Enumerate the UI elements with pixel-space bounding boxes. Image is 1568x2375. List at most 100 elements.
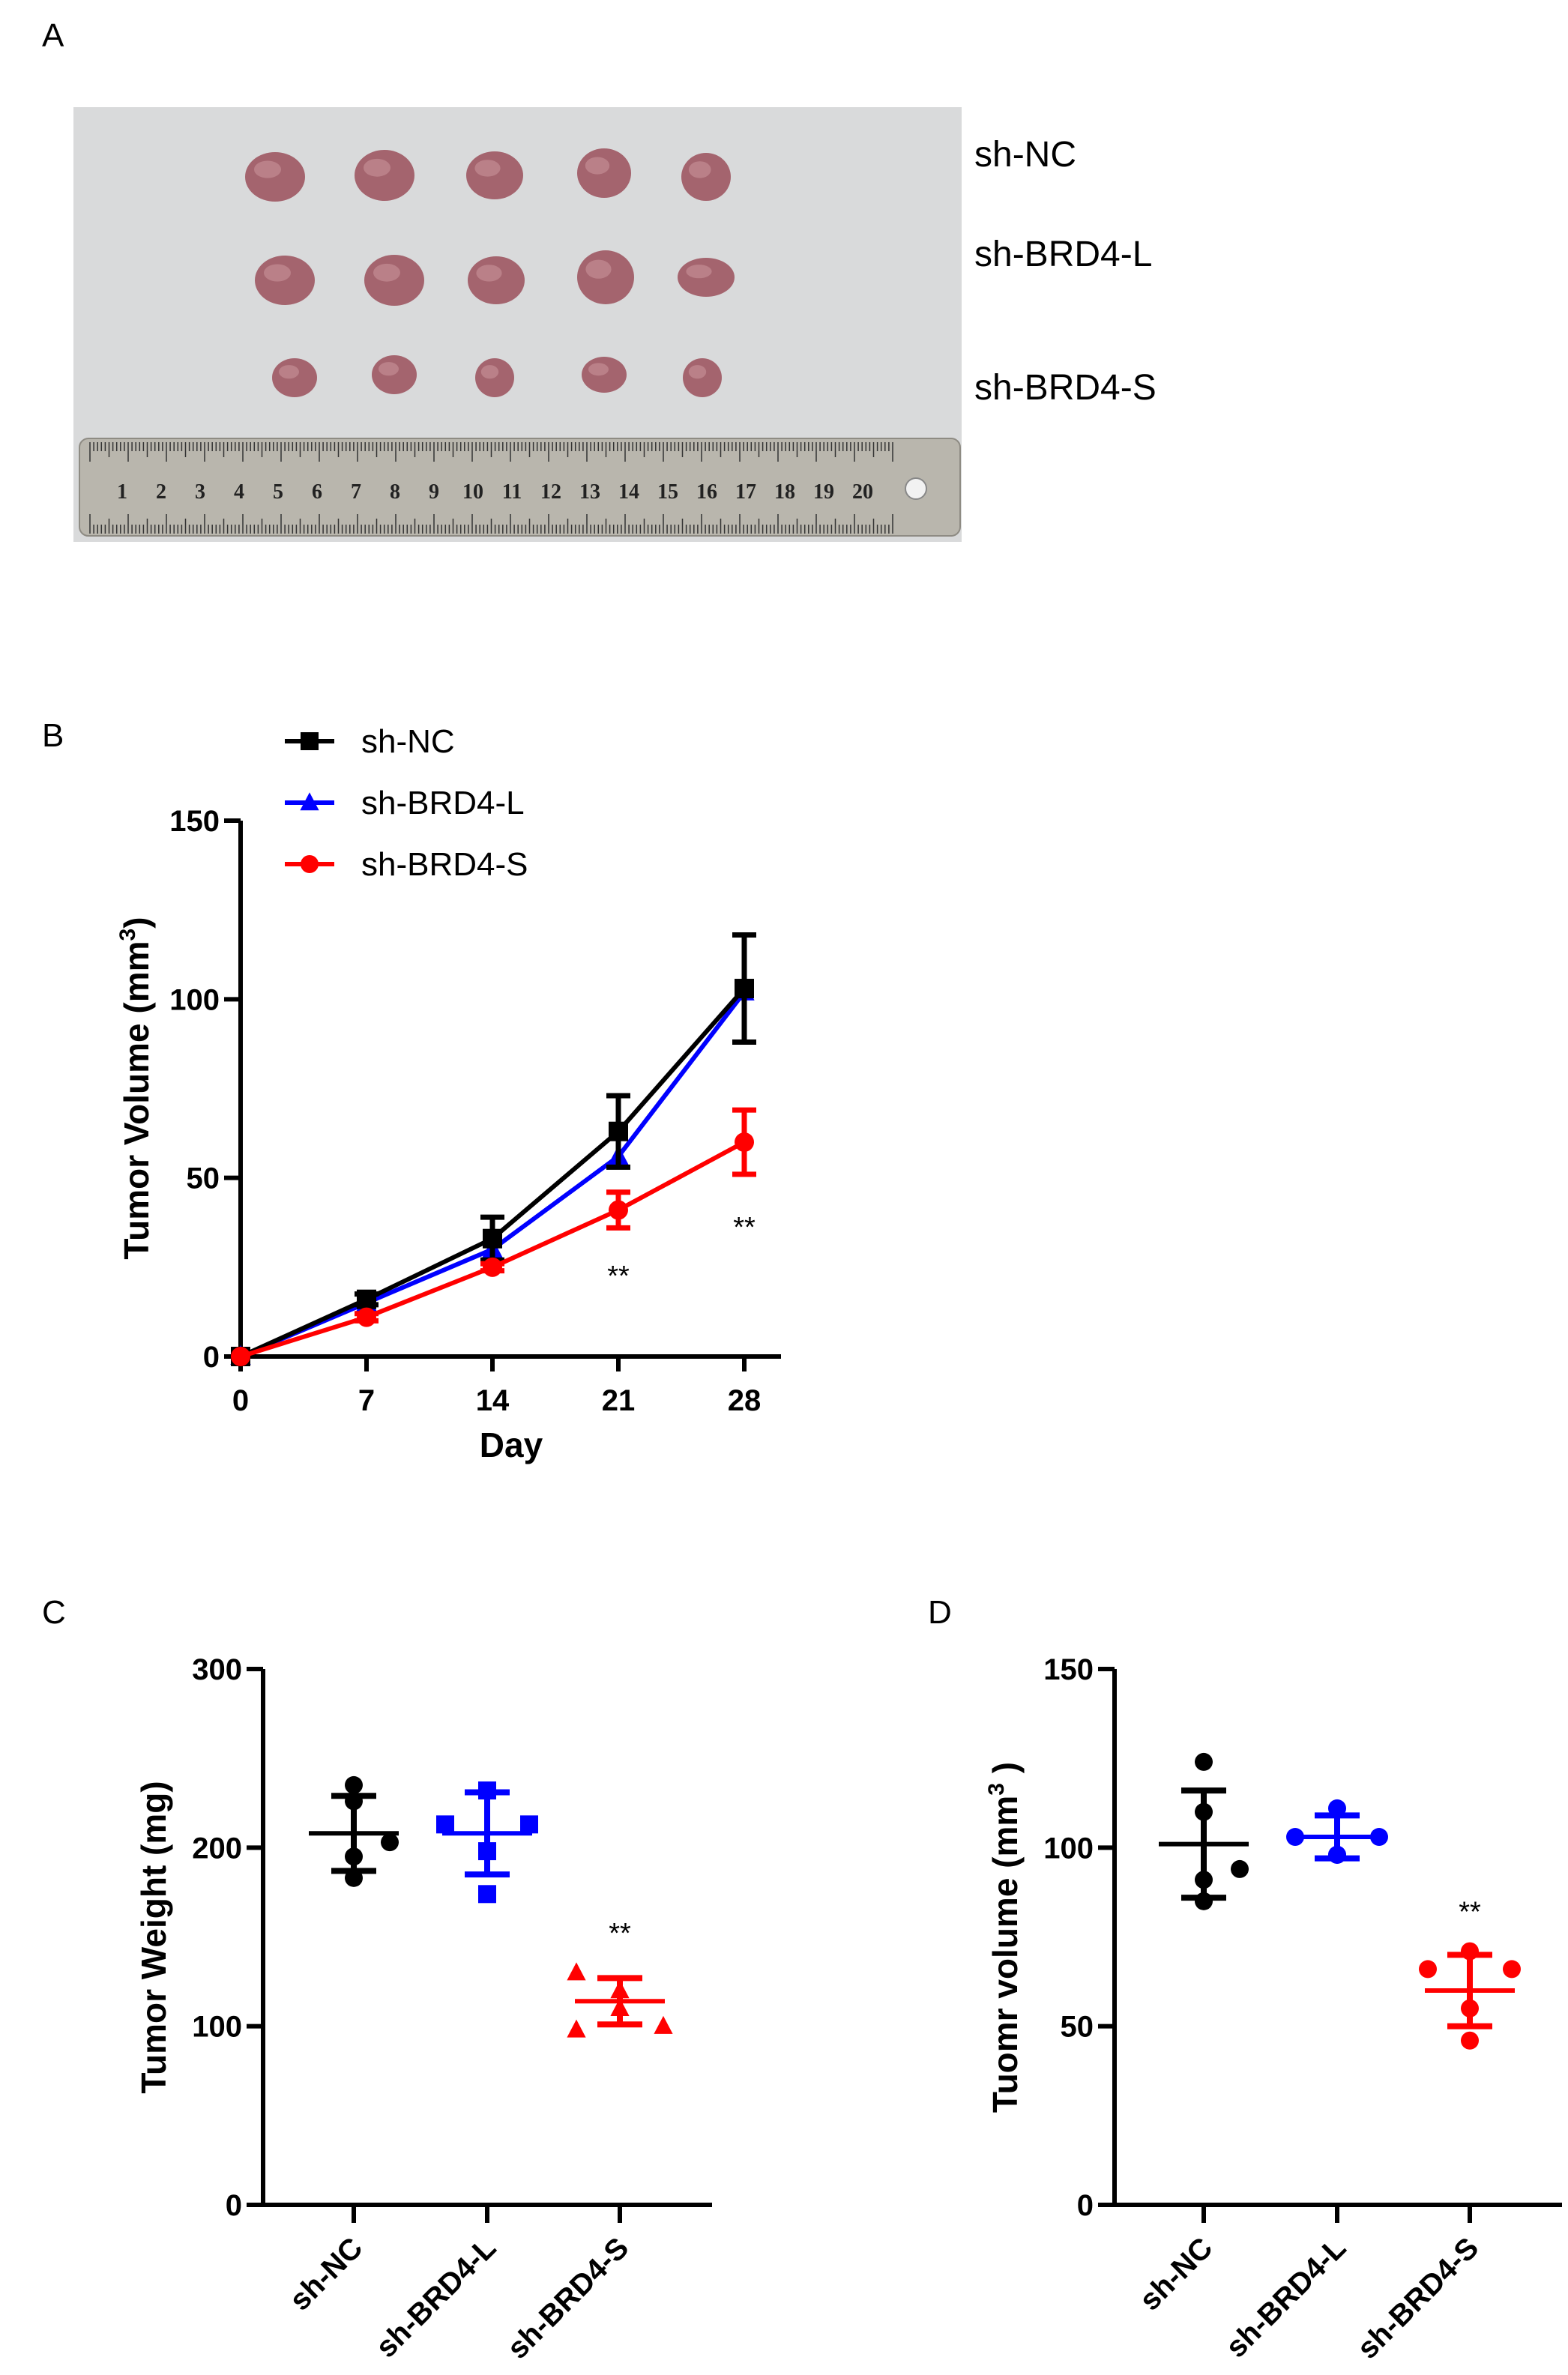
x-tick-label: 14: [476, 1384, 510, 1417]
panel-letter-b: B: [42, 717, 64, 754]
y-tick-label: 0: [226, 2189, 242, 2222]
ruler-number: 17: [735, 480, 756, 504]
y-axis-title: Tumor Volume (mm3): [115, 917, 156, 1259]
circle-marker: [735, 1132, 754, 1152]
photo-row-label: sh-BRD4-L: [974, 235, 1152, 274]
tumor-highlight: [264, 264, 291, 282]
panel-letter-a: A: [42, 17, 64, 54]
circle-marker: [483, 1257, 502, 1277]
x-category-label: sh-BRD4-S: [1351, 2231, 1486, 2365]
y-tick-label: 0: [1077, 2189, 1094, 2222]
circle-marker: [1195, 1752, 1213, 1771]
ruler-number: 4: [234, 480, 244, 504]
tumor: [372, 355, 417, 394]
tumor: [272, 358, 317, 397]
x-tick-label: 21: [602, 1384, 636, 1417]
x-category-label: sh-NC: [283, 2231, 369, 2317]
ruler-number: 1: [117, 480, 127, 504]
tumor: [678, 258, 735, 297]
tumor-highlight: [474, 160, 501, 177]
circle-marker: [301, 855, 319, 873]
y-tick-label: 200: [192, 1832, 242, 1865]
tumor: [245, 152, 305, 202]
tumor-highlight: [588, 363, 609, 376]
panel-letter-c: C: [42, 1594, 66, 1631]
tumor-highlight: [585, 157, 610, 175]
y-axis-title: Tuomr volume (mm3 ): [984, 1762, 1025, 2113]
square-marker: [609, 1121, 628, 1141]
circle-marker: [345, 1775, 363, 1794]
circle-marker: [1503, 1960, 1521, 1979]
group-sh-BRD4-S: [567, 1962, 673, 2038]
y-tick-label: 50: [187, 1162, 220, 1195]
circle-marker: [1231, 1859, 1249, 1878]
x-category-label: sh-BRD4-L: [370, 2231, 502, 2364]
circle-marker: [609, 1200, 628, 1220]
tumor: [364, 255, 424, 306]
legend-label: sh-BRD4-L: [361, 785, 525, 821]
y-tick-label: 100: [192, 2011, 242, 2044]
y-tick-label: 150: [169, 805, 220, 838]
tumor-highlight: [364, 158, 391, 177]
ruler-number: 6: [312, 480, 322, 504]
triangle-marker: [654, 2015, 673, 2034]
tumor-photo: 1 2 3 4 5 6 7 8 9 10 11 12 13 14 15 16 17 18 19 20: [73, 107, 962, 542]
group-sh-BRD4-L: [1286, 1799, 1388, 1864]
legend-label: sh-BRD4-S: [361, 846, 528, 883]
ruler-number: 14: [618, 480, 639, 504]
tumor: [355, 150, 414, 201]
group-sh-NC: [309, 1775, 399, 1887]
photo-row-label: sh-BRD4-S: [974, 368, 1157, 408]
legend-label: sh-NC: [361, 723, 455, 760]
tumor: [468, 256, 525, 304]
tumor-highlight: [379, 362, 399, 376]
tumor: [577, 250, 634, 304]
series-sh-NC: [231, 932, 756, 1366]
tumor-highlight: [254, 160, 281, 178]
panel-letter-d: D: [928, 1594, 952, 1631]
panel-a: A 1 2 3 4 5 6 7 8 9 10 11 12 13 14 15 16 17 18 19 20 sh-NC …: [42, 17, 1157, 542]
tumor: [683, 358, 722, 397]
tumor: [577, 148, 631, 198]
tumor-highlight: [688, 365, 707, 379]
panel-b: B 0 50 100 150 0 7 14 21 28 Day Tumor Volume (mm3)…: [42, 717, 781, 1464]
circle-marker: [381, 1833, 399, 1852]
x-tick-label: 28: [728, 1384, 762, 1417]
ruler-number: 20: [852, 480, 873, 504]
tumor: [255, 256, 315, 305]
series-sh-BRD4-L: [230, 980, 755, 1365]
triangle-marker: [567, 1962, 586, 1981]
ruler-number: 2: [156, 480, 166, 504]
significance-label: **: [1459, 1897, 1481, 1928]
square-marker: [735, 979, 754, 999]
square-marker: [520, 1815, 538, 1834]
tumor: [681, 153, 731, 201]
x-axis-title: Day: [480, 1425, 543, 1464]
y-tick-label: 300: [192, 1653, 242, 1686]
group-sh-BRD4-S: [1419, 1942, 1521, 2050]
tumor-highlight: [686, 265, 712, 279]
square-marker: [436, 1815, 454, 1834]
significance-label: **: [609, 1918, 631, 1949]
series-sh-BRD4-S: [231, 1107, 756, 1366]
ruler-number: 18: [774, 480, 795, 504]
square-marker: [357, 1289, 376, 1309]
tumor: [466, 151, 523, 199]
x-category-label: sh-BRD4-S: [501, 2231, 636, 2365]
tumor-highlight: [688, 161, 711, 178]
ruler-number: 15: [657, 480, 678, 504]
ruler-number: 10: [462, 480, 483, 504]
y-tick-label: 0: [203, 1341, 220, 1374]
group-sh-NC: [1159, 1752, 1249, 1910]
y-tick-label: 100: [1043, 1832, 1094, 1865]
x-category-label: sh-BRD4-L: [1219, 2231, 1352, 2364]
ruler-number: 12: [540, 480, 561, 504]
circle-marker: [231, 1347, 250, 1366]
group-sh-BRD4-L: [436, 1781, 538, 1904]
ruler-number: 8: [390, 480, 400, 504]
x-tick-label: 7: [358, 1384, 375, 1417]
x-category-label: sh-NC: [1133, 2231, 1219, 2317]
